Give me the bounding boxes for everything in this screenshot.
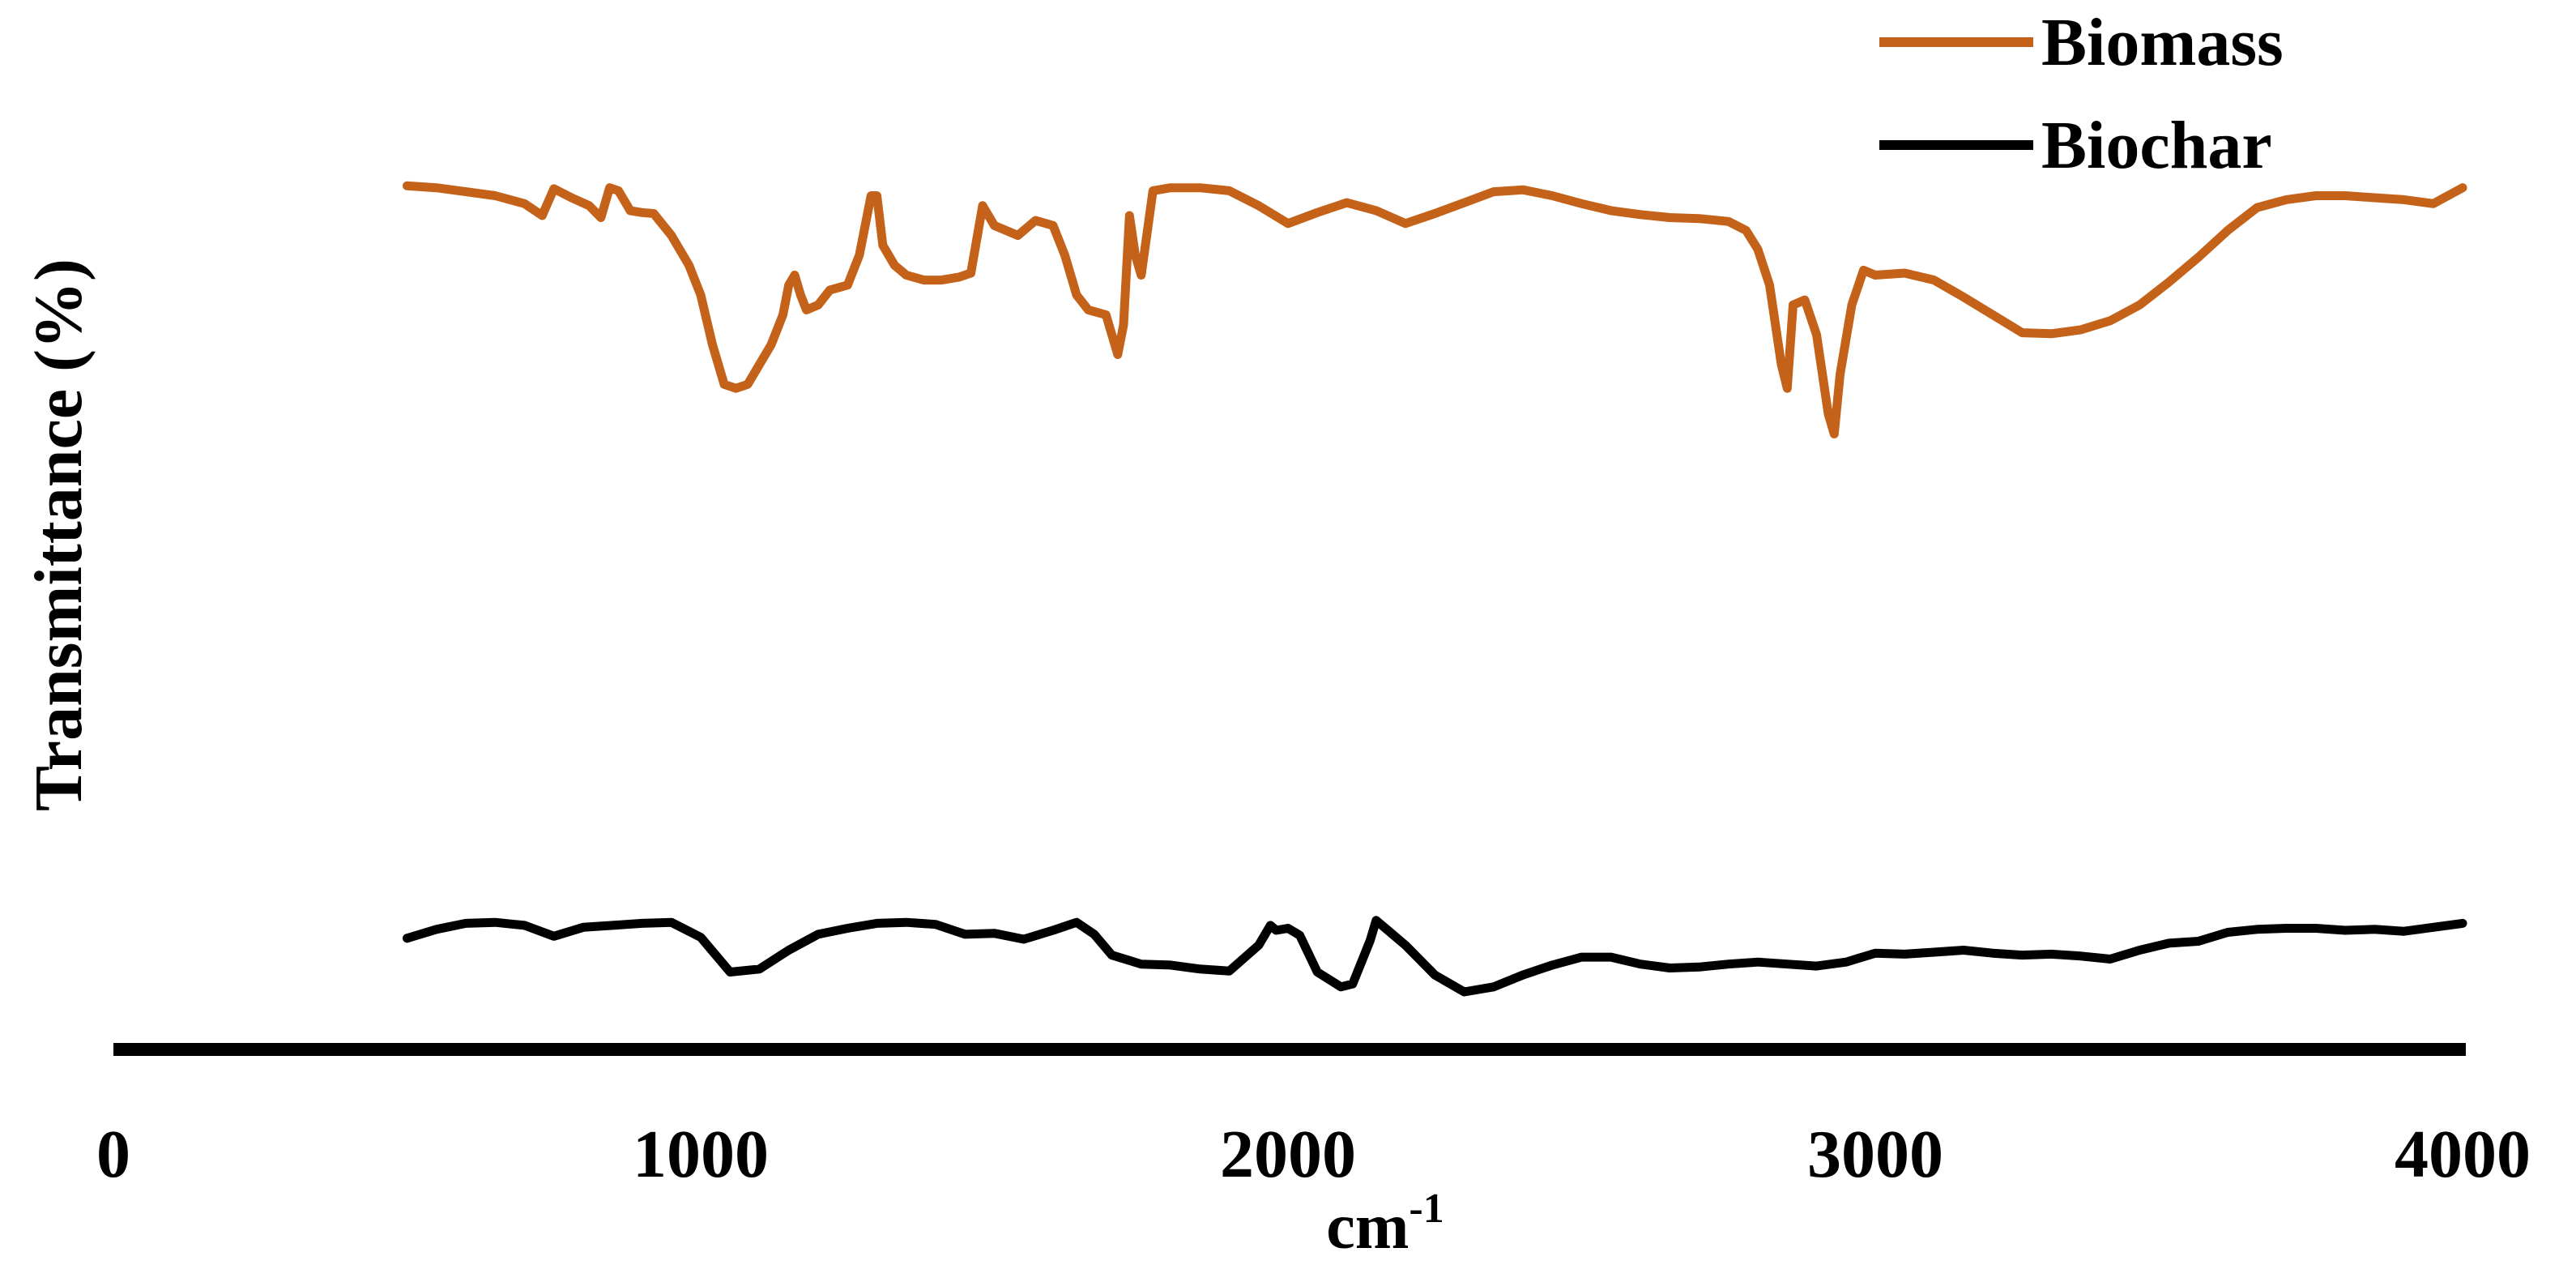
legend-label-biomass: Biomass xyxy=(2041,5,2284,80)
series-line-biochar xyxy=(403,916,2467,997)
series-line-biomass xyxy=(403,181,2467,438)
x-tick-label: 2000 xyxy=(1220,1117,1356,1192)
series-layer xyxy=(403,181,2467,997)
legend: Biomass Biochar xyxy=(1879,5,2284,183)
x-axis-label-base: cm xyxy=(1326,1191,1409,1261)
x-axis-label-superscript: -1 xyxy=(1409,1186,1444,1232)
x-tick-label: 3000 xyxy=(1807,1117,1943,1192)
x-tick-label: 4000 xyxy=(2395,1117,2531,1192)
x-tick-label: 0 xyxy=(96,1117,130,1192)
y-axis-label: Transmittance (%) xyxy=(21,259,96,811)
x-tick-labels: 0 1000 2000 3000 4000 xyxy=(96,1117,2531,1192)
legend-label-biochar: Biochar xyxy=(2041,108,2272,183)
x-tick-label: 1000 xyxy=(633,1117,769,1192)
x-axis-label: cm-1 xyxy=(1326,1186,1444,1261)
